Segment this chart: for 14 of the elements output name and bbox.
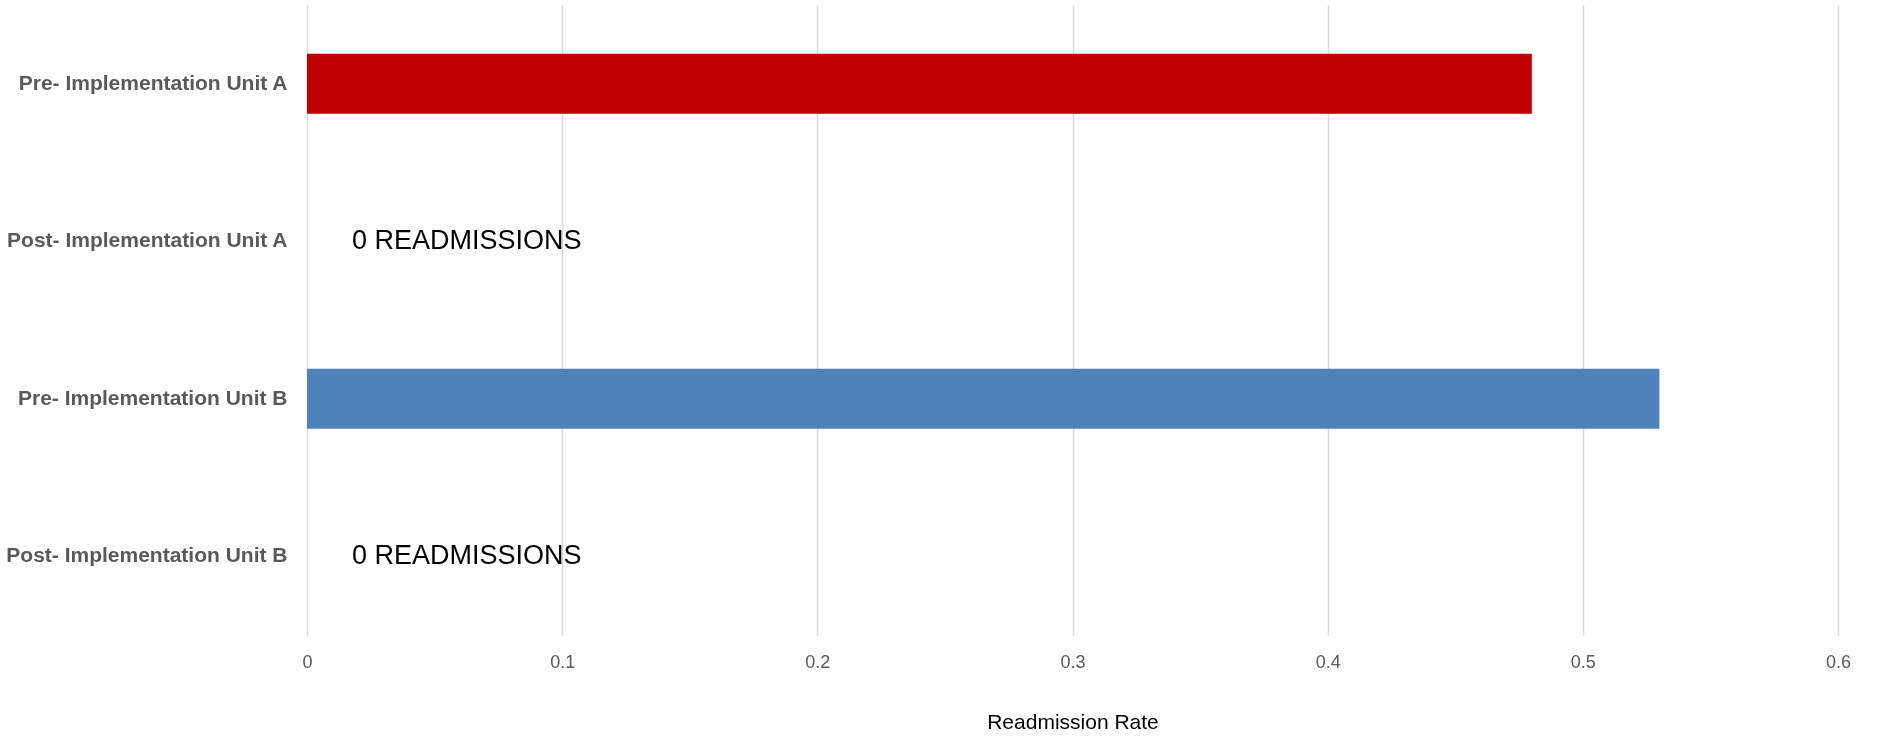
x-axis-title: Readmission Rate xyxy=(987,709,1159,733)
y-tick-label: Post- Implementation Unit A xyxy=(7,228,288,252)
annotation: 0 READMISSIONS xyxy=(352,225,582,256)
y-tick-label: Pre- Implementation Unit A xyxy=(18,70,288,94)
x-tick-label: 0.1 xyxy=(550,651,576,672)
x-tick-label: 0.3 xyxy=(1060,651,1086,672)
x-tick-label: 0.4 xyxy=(1315,651,1341,672)
y-tick-label: Pre- Implementation Unit B xyxy=(17,385,288,409)
x-tick-label: 0.5 xyxy=(1570,651,1596,672)
annotation: 0 READMISSIONS xyxy=(352,540,582,571)
x-tick-label: 0 xyxy=(302,651,313,672)
y-tick-label: Post- Implementation Unit B xyxy=(6,543,288,567)
x-tick-label: 0.2 xyxy=(805,651,831,672)
x-tick-label: 0.6 xyxy=(1825,651,1852,672)
